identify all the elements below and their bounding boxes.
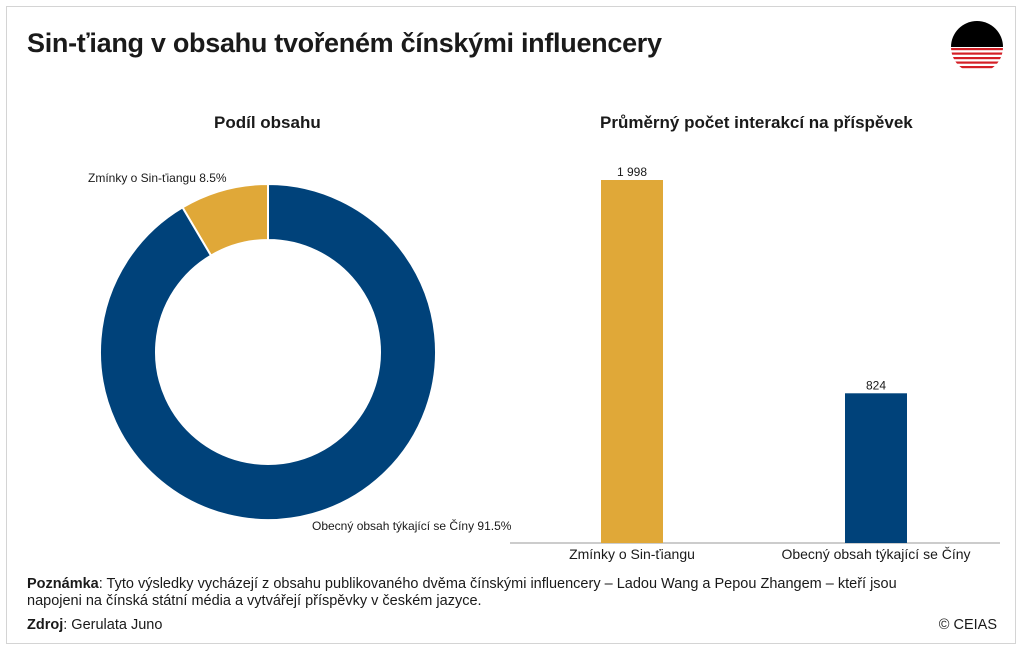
donut-chart: Zmínky o Sin-ťiangu 8.5% Obecný obsah týk… [88,171,512,533]
source-label: Zdroj [27,617,64,633]
donut-slice-1 [99,182,437,521]
bar-0 [601,180,663,543]
source-text: : Gerulata Juno [63,617,163,633]
copyright: © CEIAS [938,617,997,633]
category-label-1: Obecný obsah týkající se Číny [781,546,970,562]
chart-frame [6,6,1016,644]
note-text: : Tyto výsledky vycházejí z obsahu publi… [27,576,897,609]
ceias-logo [951,21,1003,73]
source: Zdroj: Gerulata Juno [27,617,162,633]
bar-value-label-1: 824 [866,378,886,392]
bar-value-label-0: 1 998 [617,165,647,179]
slice-label-1: Obecný obsah týkající se Číny 91.5% [312,518,512,533]
category-label-0: Zmínky o Sin-ťiangu [569,546,695,562]
note-label: Poznámka [27,576,99,592]
slice-label-0: Zmínky o Sin-ťiangu 8.5% [88,171,227,185]
bar-chart-title: Průměrný počet interakcí na příspěvek [600,113,913,132]
bar-1 [845,393,907,543]
footnote: Poznámka: Tyto výsledky vycházejí z obsa… [27,576,917,610]
pie-chart-title: Podíl obsahu [214,113,321,132]
page-title: Sin-ťiang v obsahu tvořeném čínskými inf… [27,28,662,58]
bar-chart: 1 998 Zmínky o Sin-ťiangu 824 Obecný obsah … [510,165,1000,562]
